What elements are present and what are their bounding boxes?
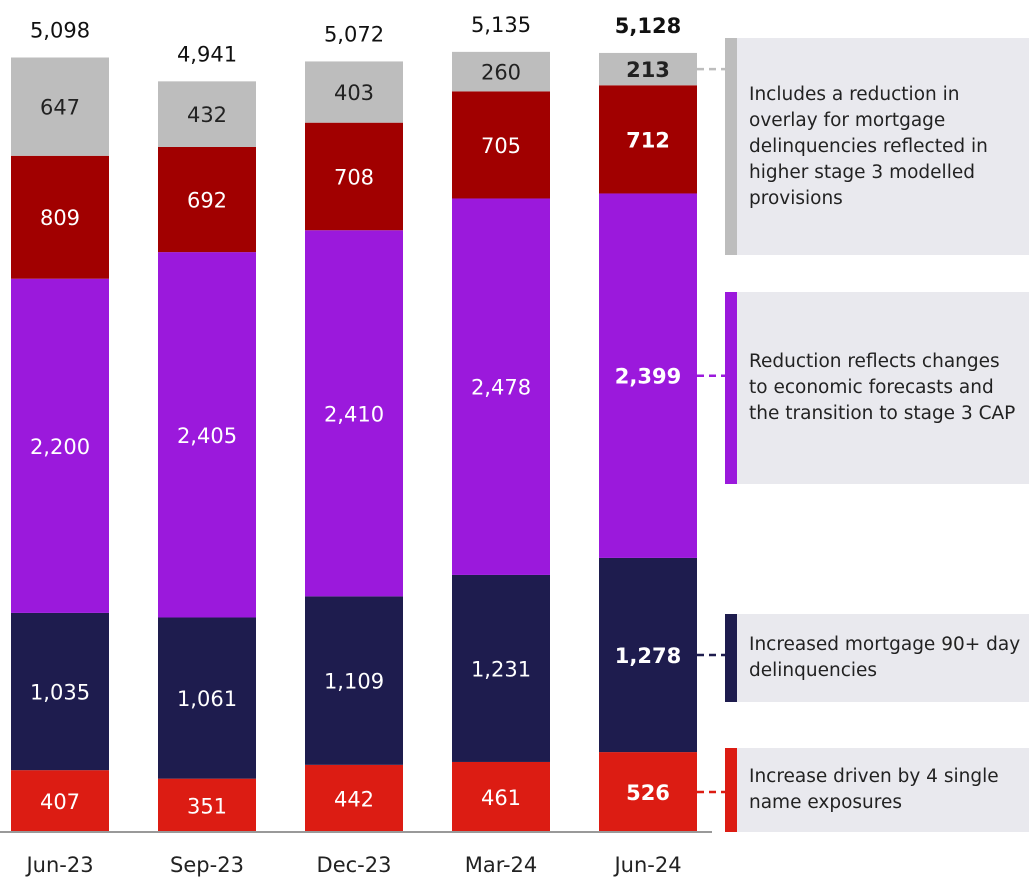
value-label: 260 xyxy=(481,61,521,85)
bar-segment xyxy=(305,764,403,832)
annotation: Reduction reflects changes to economic f… xyxy=(725,292,1029,484)
bar-segment xyxy=(452,51,550,92)
value-label: 647 xyxy=(40,96,80,120)
bar-segment xyxy=(158,778,256,832)
bar-segment xyxy=(158,252,256,618)
bar-segment xyxy=(11,612,109,771)
value-label: 1,278 xyxy=(615,644,681,668)
value-label: 432 xyxy=(187,103,227,127)
x-tick-label: Dec-23 xyxy=(317,853,392,877)
bar-segment xyxy=(452,761,550,832)
bar-segment xyxy=(11,278,109,613)
value-label: 2,478 xyxy=(471,376,531,400)
bar-segment xyxy=(452,198,550,575)
total-label: 4,941 xyxy=(177,42,237,66)
bar-segment xyxy=(599,85,697,194)
value-label: 712 xyxy=(626,128,670,152)
value-label: 1,231 xyxy=(471,657,531,681)
bar-segment xyxy=(11,155,109,279)
value-label: 2,410 xyxy=(324,402,384,426)
bar-segment xyxy=(305,61,403,123)
bar-segment xyxy=(599,193,697,558)
value-label: 2,200 xyxy=(30,435,90,459)
bar-segment xyxy=(11,57,109,156)
bar-segment xyxy=(452,91,550,199)
value-label: 213 xyxy=(626,58,670,82)
x-tick-label: Jun-23 xyxy=(24,853,93,877)
value-label: 461 xyxy=(481,786,521,810)
bar-segment xyxy=(305,596,403,765)
annotation: Includes a reduction in overlay for mort… xyxy=(725,38,1029,255)
bar-segment xyxy=(305,122,403,231)
total-label: 5,135 xyxy=(471,13,531,37)
value-label: 1,035 xyxy=(30,681,90,705)
annotation: Increase driven by 4 single name exposur… xyxy=(725,748,1029,832)
x-tick-label: Mar-24 xyxy=(465,853,538,877)
value-label: 1,061 xyxy=(177,687,237,711)
annotation: Increased mortgage 90+ day delinquencies xyxy=(725,614,1029,702)
value-label: 809 xyxy=(40,206,80,230)
value-label: 526 xyxy=(626,781,670,805)
bar-segment xyxy=(158,81,256,147)
value-label: 407 xyxy=(40,790,80,814)
bar-segment xyxy=(158,617,256,779)
value-label: 1,109 xyxy=(324,670,384,694)
value-label: 708 xyxy=(334,165,374,189)
x-tick-label: Jun-24 xyxy=(612,853,681,877)
value-label: 442 xyxy=(334,787,374,811)
value-label: 351 xyxy=(187,794,227,818)
value-label: 2,399 xyxy=(615,365,681,389)
bar-segment xyxy=(599,52,697,86)
value-label: 403 xyxy=(334,81,374,105)
bar-segment xyxy=(452,574,550,762)
bar-segment xyxy=(599,752,697,832)
total-label: 5,072 xyxy=(324,22,384,46)
total-label: 5,128 xyxy=(615,14,681,38)
bar-segment xyxy=(305,230,403,597)
bar-segment xyxy=(11,770,109,832)
value-label: 2,405 xyxy=(177,424,237,448)
x-tick-label: Sep-23 xyxy=(170,853,244,877)
value-label: 692 xyxy=(187,189,227,213)
value-label: 705 xyxy=(481,134,521,158)
bar-segment xyxy=(158,146,256,253)
total-label: 5,098 xyxy=(30,18,90,42)
bar-segment xyxy=(599,557,697,753)
